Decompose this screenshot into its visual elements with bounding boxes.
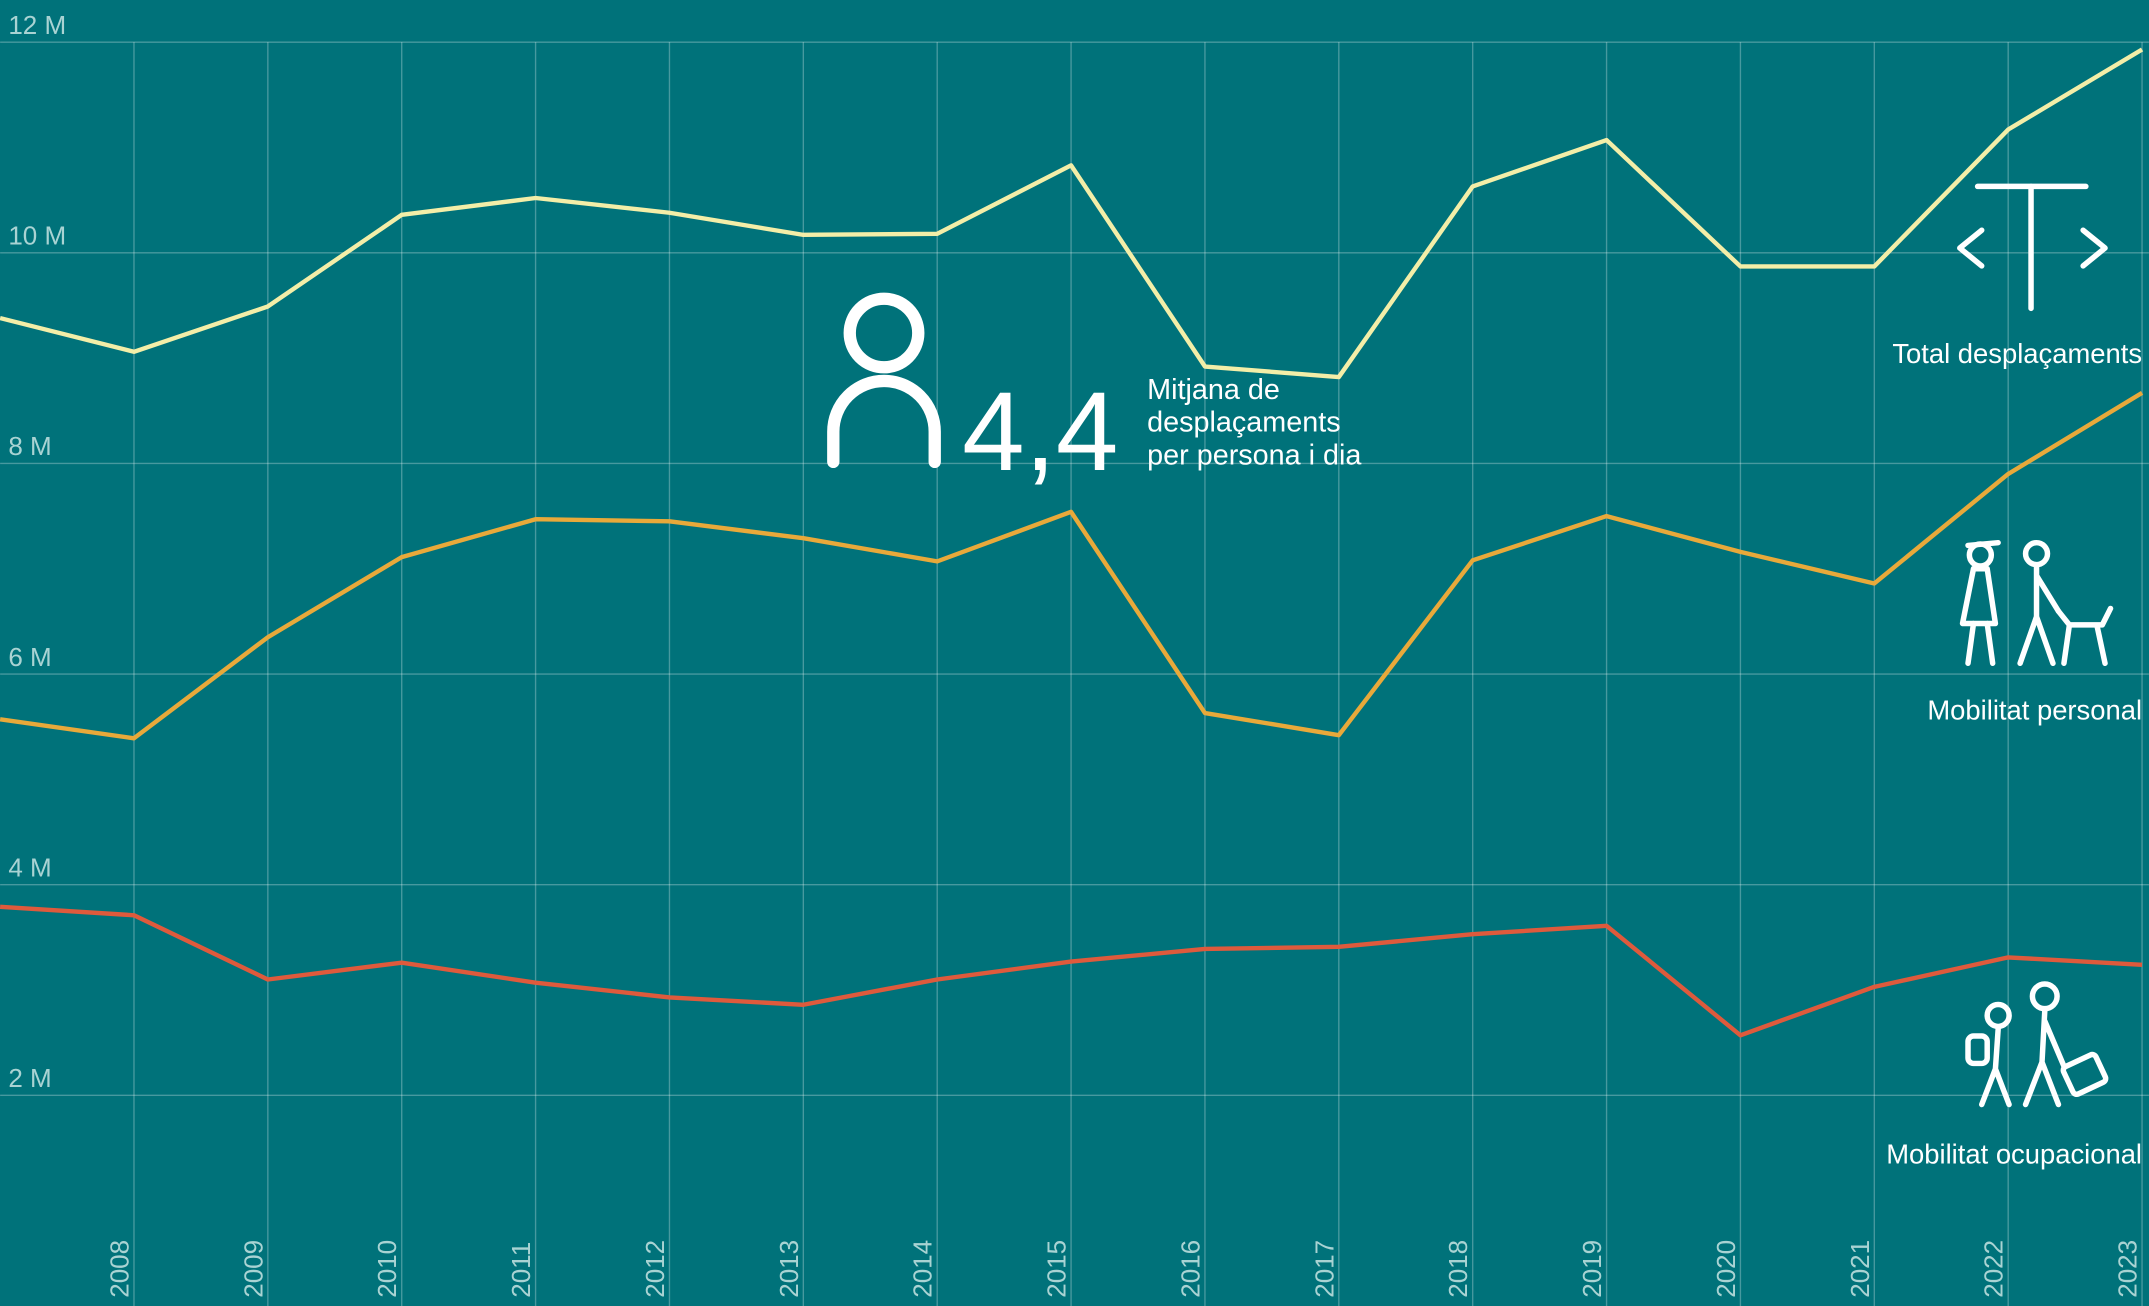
average-caption: desplaçaments [1147,407,1340,439]
occupational-icon [1965,981,2109,1108]
legend-label: Mobilitat personal [1927,694,2142,725]
person-icon [827,292,941,468]
series-line [0,390,2144,741]
lines [0,47,2144,1038]
person-body [827,374,941,468]
y-tick-label: 10 M [8,221,66,251]
x-tick-label: 2011 [506,1242,536,1298]
x-tick-label: 2023 [2113,1240,2143,1298]
x-tick-label: 2016 [1175,1240,1205,1298]
legend-label: Mobilitat ocupacional [1886,1138,2142,1169]
total-icon [1957,183,2108,312]
average-value: 4,4 [962,368,1118,494]
x-tick-label: 2009 [238,1240,268,1298]
y-tick-label: 6 M [8,642,51,672]
x-tick-label: 2015 [1042,1240,1072,1298]
x-tick-label: 2013 [774,1240,804,1298]
x-tick-label: 2017 [1309,1240,1339,1298]
x-tick-label: 2008 [104,1240,134,1298]
grid [0,41,2149,1306]
average-caption: Mitjana de [1147,374,1280,406]
labels: 2 M 4 M 6 M 8 M 10 M 12 M 2008 2009 2010 2011 2012… [8,10,2142,1298]
y-tick-label: 8 M [8,431,51,461]
x-tick-label: 2019 [1577,1240,1607,1298]
personal-icon [1959,539,2114,667]
x-tick-label: 2021 [1845,1240,1875,1298]
y-tick-label: 12 M [8,10,66,40]
x-tick-label: 2018 [1443,1240,1473,1298]
series-line [0,904,2143,1038]
person-head [843,292,925,374]
y-tick-label: 4 M [8,852,51,882]
y-tick-label: 2 M [8,1063,51,1093]
series-line [0,47,2144,380]
x-tick-label: 2010 [372,1240,402,1298]
x-tick-label: 2020 [1711,1240,1741,1298]
x-tick-label: 2022 [1979,1240,2009,1298]
average-caption: per persona i dia [1147,440,1361,472]
x-tick-label: 2012 [640,1240,670,1298]
x-tick-label: 2014 [908,1240,938,1298]
legend-label: Total desplaçaments [1892,338,2142,369]
